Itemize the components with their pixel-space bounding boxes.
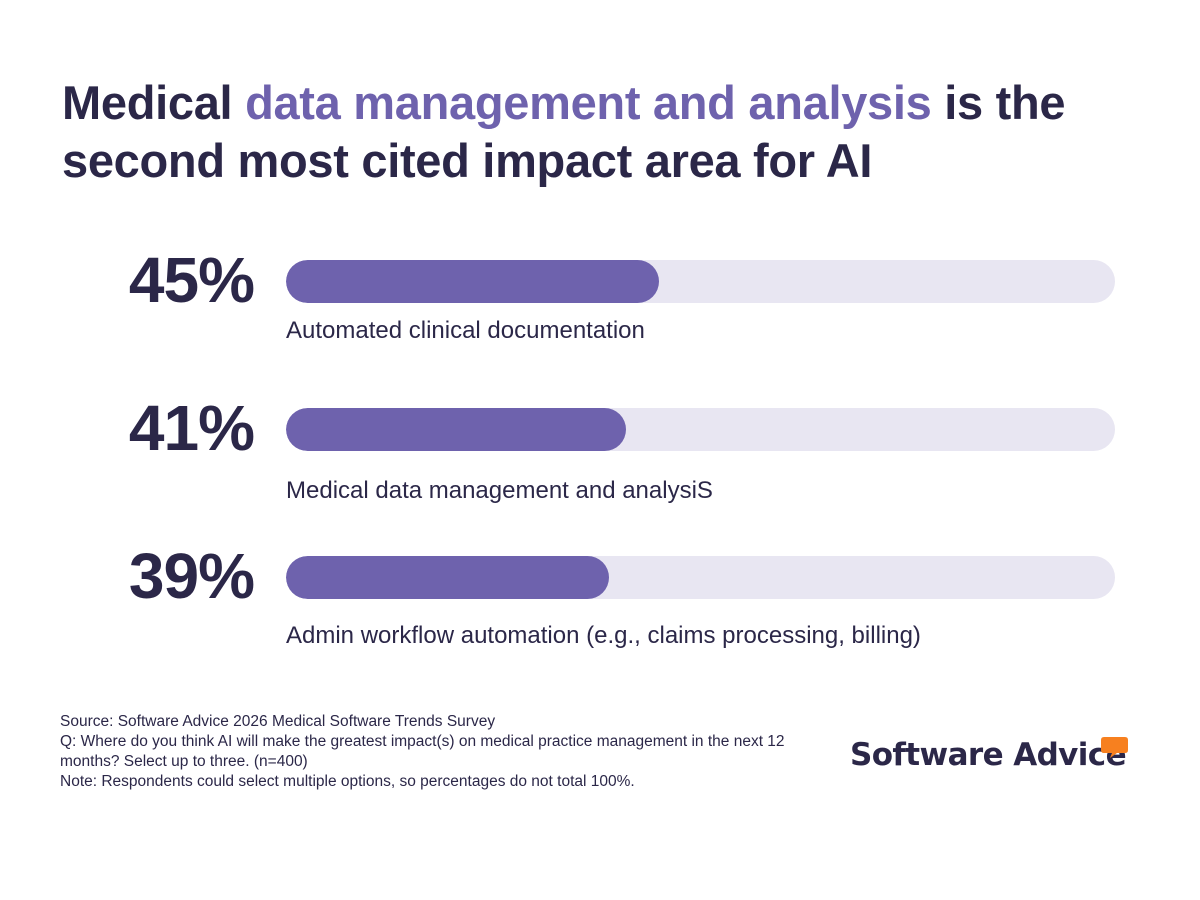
bar-value-label: 45% — [128, 244, 255, 316]
bar — [286, 408, 626, 451]
question-note: Q: Where do you think AI will make the g… — [60, 733, 785, 770]
bar-category-label: Medical data management and analysiS — [286, 477, 713, 504]
bar-row: 41% Medical data management and analysiS — [0, 396, 1200, 506]
bar-row: 45% Automated clinical documentation — [0, 248, 1200, 358]
footnotes: Source: Software Advice 2026 Medical Sof… — [60, 712, 800, 792]
bar-value-label: 41% — [128, 392, 255, 464]
chart-title: Medical data management and analysis is … — [62, 74, 1142, 190]
bar-track — [286, 408, 1115, 451]
respondent-note: Note: Respondents could select multiple … — [60, 773, 635, 790]
software-advice-logo: Software Advice — [850, 736, 1140, 776]
bar — [286, 260, 660, 303]
bar-value-label: 39% — [128, 540, 255, 612]
bar-track — [286, 556, 1115, 599]
logo-wordmark: Software Advice — [850, 737, 1127, 773]
title-suffix: is the second most cited impact area for… — [62, 76, 1066, 187]
title-prefix: Medical — [62, 76, 246, 129]
speech-bubble-icon — [1101, 737, 1128, 758]
bar — [286, 556, 610, 599]
bar-row: 39% Admin workflow automation (e.g., cla… — [0, 544, 1200, 654]
bar-track — [286, 260, 1115, 303]
bar-category-label: Automated clinical documentation — [286, 317, 645, 344]
source-note: Source: Software Advice 2026 Medical Sof… — [60, 713, 496, 730]
speech-bubble-shape — [1101, 737, 1128, 758]
title-highlight: data management and analysis — [245, 76, 932, 129]
bar-category-label: Admin workflow automation (e.g., claims … — [286, 622, 921, 649]
